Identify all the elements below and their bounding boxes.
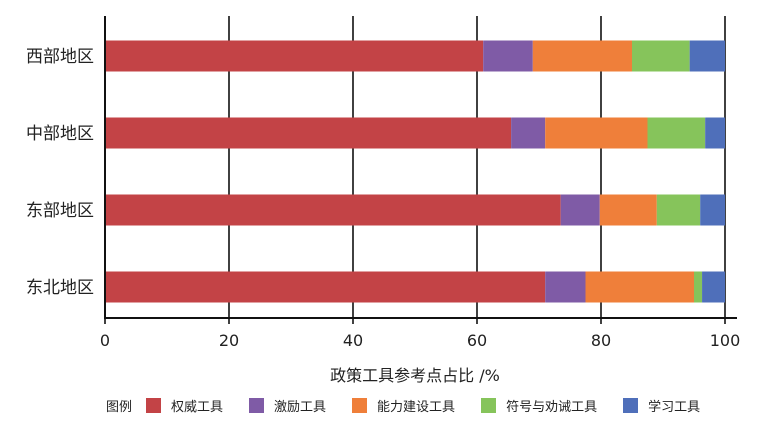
bars xyxy=(105,40,725,303)
legend-item-3: 符号与劝诫工具 xyxy=(481,396,597,415)
legend-label-3: 符号与劝诫工具 xyxy=(506,400,598,415)
x-axis-title: 政策工具参考点占比 /% xyxy=(330,366,500,385)
legend-swatch-2 xyxy=(352,398,368,413)
bar-0-3 xyxy=(632,40,690,72)
bar-2-3 xyxy=(656,194,701,226)
bar-3-3 xyxy=(694,271,703,303)
legend-item-2: 能力建设工具 xyxy=(352,396,455,415)
legend-label-1: 激励工具 xyxy=(274,400,327,415)
category-label-2: 东部地区 xyxy=(26,201,94,221)
legend-swatch-4 xyxy=(623,398,639,413)
bar-1-3 xyxy=(647,117,706,149)
bar-3-2 xyxy=(585,271,694,303)
legend-swatch-3 xyxy=(481,398,497,413)
bar-1-0 xyxy=(105,117,512,149)
bar-0-1 xyxy=(483,40,533,72)
x-tick-label-20: 20 xyxy=(219,331,239,350)
category-label-1: 中部地区 xyxy=(26,124,94,144)
bar-1-4 xyxy=(705,117,725,149)
legend-item-0: 权威工具 xyxy=(146,396,223,415)
bar-2-0 xyxy=(105,194,561,226)
legend-label-4: 学习工具 xyxy=(648,400,701,415)
bar-2-2 xyxy=(599,194,657,226)
legend-title: 图例 xyxy=(106,400,133,415)
legend-item-1: 激励工具 xyxy=(249,396,326,415)
bar-3-1 xyxy=(545,271,586,303)
legend-label-2: 能力建设工具 xyxy=(377,400,456,415)
x-tick-label-100: 100 xyxy=(710,331,741,350)
x-tick-label-60: 60 xyxy=(467,331,487,350)
legend-item-4: 学习工具 xyxy=(623,396,700,415)
bar-2-4 xyxy=(700,194,725,226)
legend-swatch-0 xyxy=(146,398,162,413)
bar-3-0 xyxy=(105,271,546,303)
bar-0-2 xyxy=(532,40,632,72)
bar-1-2 xyxy=(545,117,648,149)
bar-0-0 xyxy=(105,40,484,72)
bar-0-4 xyxy=(689,40,725,72)
bar-3-4 xyxy=(702,271,725,303)
legend-label-0: 权威工具 xyxy=(171,400,224,415)
bar-1-1 xyxy=(511,117,546,149)
x-axis: 0 20 40 60 80 100 xyxy=(100,16,740,350)
x-tick-label-40: 40 xyxy=(343,331,363,350)
bar-2-1 xyxy=(560,194,600,226)
category-label-3: 东北地区 xyxy=(26,278,94,298)
category-label-0: 西部地区 xyxy=(26,47,94,67)
x-tick-label-80: 80 xyxy=(591,331,611,350)
legend: 图例 权威工具 激励工具 能力建设工具 符号与劝诫工具 学习工具 xyxy=(106,396,726,415)
x-tick-label-0: 0 xyxy=(100,331,110,350)
legend-swatch-1 xyxy=(249,398,265,413)
